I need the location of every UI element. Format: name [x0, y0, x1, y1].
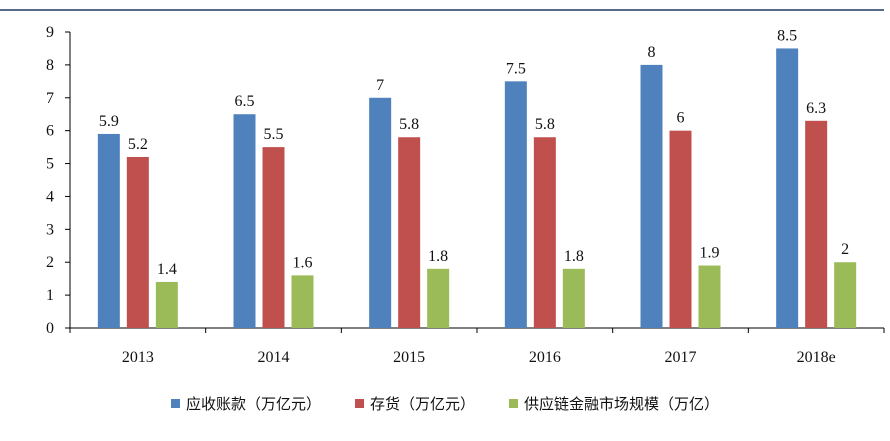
data-label: 6.5 [235, 93, 255, 110]
bar-2018e-series-0 [776, 48, 799, 328]
legend-item-1: 存货（万亿元） [354, 393, 475, 414]
bar-2018e-series-2 [834, 262, 857, 328]
data-label: 1.4 [157, 261, 177, 278]
data-label: 1.6 [293, 254, 313, 271]
legend-swatch [509, 399, 518, 408]
legend-item-2: 供应链金融市场规模（万亿） [509, 393, 719, 414]
x-tick-label: 2016 [529, 349, 561, 366]
x-tick-label: 2017 [665, 349, 697, 366]
bar-2014-series-1 [262, 147, 285, 328]
bar-2017-series-0 [640, 64, 663, 328]
data-label: 5.8 [399, 116, 419, 133]
legend-swatch [354, 399, 364, 408]
data-label: 8.5 [777, 27, 797, 44]
y-tick-label: 7 [46, 90, 54, 107]
y-axis: 0 1 2 3 4 5 6 7 8 9 [46, 24, 71, 337]
y-tick-label: 8 [46, 57, 54, 74]
data-label: 6 [677, 110, 685, 127]
data-label: 1.8 [564, 248, 584, 265]
bar-chart: 0 1 2 3 4 5 6 7 8 9 2013 2014 2015 2016 2017 2018e 5.9… [0, 9, 885, 366]
data-label: 8 [648, 44, 656, 61]
bar-2016-series-2 [562, 268, 585, 328]
bar-2015-series-2 [427, 268, 450, 328]
legend-item-0: 应收账款（万亿元） [170, 393, 321, 414]
y-tick-label: 1 [46, 287, 54, 304]
bar-2016-series-1 [533, 137, 556, 328]
data-label: 2 [841, 241, 849, 258]
legend-swatch [170, 399, 180, 408]
bar-2017-series-1 [669, 130, 692, 328]
data-label: 5.2 [128, 136, 148, 153]
legend: 应收账款（万亿元） 存货（万亿元） 供应链金融市场规模（万亿） [0, 393, 890, 414]
bar-2017-series-2 [698, 265, 721, 328]
bar-2015-series-0 [369, 97, 392, 329]
bar-2013-series-2 [155, 281, 178, 328]
x-tick-label: 2014 [258, 349, 290, 366]
bar-2016-series-0 [504, 81, 527, 328]
data-labels: 5.9 6.5 7 7.5 8 8.5 5.2 5.5 5.8 5.8 6 6.3 1.4 1.6 1.8 1… [99, 27, 849, 278]
x-axis: 2013 2014 2015 2016 2017 2018e [69, 327, 885, 366]
legend-label: 供应链金融市场规模（万亿） [524, 395, 720, 413]
x-tick-label: 2018e [797, 349, 836, 366]
legend-label: 应收账款（万亿元） [185, 395, 321, 413]
data-label: 1.8 [428, 248, 448, 265]
bar-2014-series-2 [291, 275, 314, 328]
y-tick-label: 2 [46, 254, 54, 271]
bar-2013-series-1 [126, 156, 149, 328]
y-tick-label: 3 [46, 221, 54, 238]
data-label: 5.9 [99, 113, 119, 130]
bars [97, 48, 857, 329]
y-tick-label: 9 [46, 24, 54, 41]
data-label: 5.8 [535, 116, 555, 133]
x-tick-label: 2013 [122, 349, 154, 366]
bar-2014-series-0 [233, 114, 256, 328]
bar-2018e-series-1 [805, 120, 828, 328]
data-label: 7 [376, 77, 384, 94]
x-tick-label: 2015 [393, 349, 425, 366]
y-tick-label: 4 [46, 188, 54, 205]
data-label: 7.5 [506, 60, 526, 77]
y-tick-label: 5 [46, 156, 54, 173]
bar-2013-series-0 [97, 133, 120, 328]
data-label: 1.9 [700, 245, 720, 262]
legend-label: 存货（万亿元） [369, 395, 475, 413]
data-label: 6.3 [806, 100, 826, 117]
data-label: 5.5 [264, 126, 284, 143]
y-tick-label: 0 [46, 320, 54, 337]
bar-2015-series-1 [398, 137, 421, 328]
y-tick-label: 6 [46, 123, 54, 140]
